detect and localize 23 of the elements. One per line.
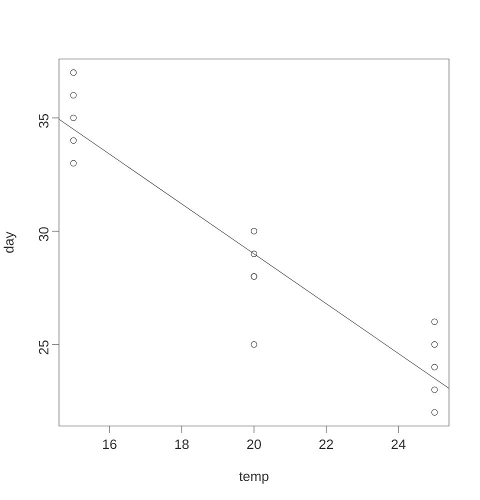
y-axis-title: day: [4, 232, 16, 253]
point: [431, 341, 438, 348]
point: [431, 386, 438, 393]
point: [250, 228, 258, 234]
y-tick-label: 35: [38, 114, 48, 128]
point: [70, 92, 77, 98]
x-tick-label: 16: [103, 440, 116, 450]
y-tick-label: 30: [38, 227, 48, 242]
x-tick-label: 24: [392, 440, 406, 449]
point: [70, 114, 77, 122]
point: [70, 137, 77, 144]
x-axis-title: temp: [239, 472, 268, 484]
x-tick-label: 18: [175, 440, 189, 450]
x-tick-label: 22: [319, 440, 334, 449]
point: [431, 364, 438, 370]
y-tick-label: 25: [38, 340, 48, 354]
point: [431, 318, 438, 325]
point: [70, 160, 77, 166]
point: [431, 409, 438, 416]
point: [70, 69, 77, 76]
x-tick-label: 20: [247, 440, 261, 450]
point: [250, 250, 258, 257]
point: [250, 341, 258, 348]
